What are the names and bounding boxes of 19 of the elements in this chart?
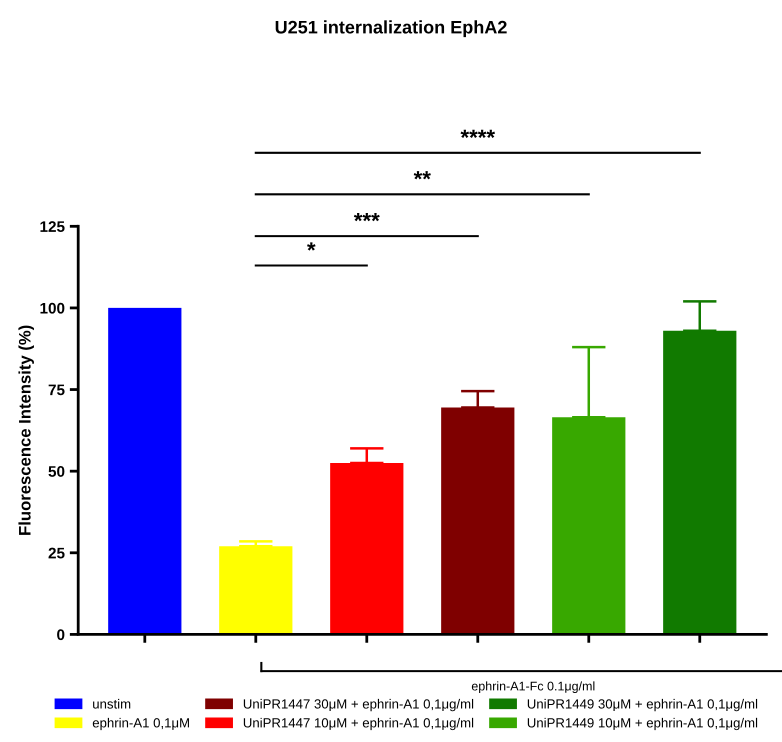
annotation: *: [307, 242, 316, 251]
legend-label: UniPR1447 10μM + ephrin-A1 0,1μg/ml: [244, 718, 474, 730]
text: ****: [460, 130, 496, 138]
legend-label: UniPR1449 10μM + ephrin-A1 0,1μg/ml: [528, 718, 758, 730]
y-tick-label: 100: [40, 302, 64, 314]
y-axis-title: Fluorescence Intensity (%): [18, 326, 34, 535]
y-tick-label: 0: [57, 629, 64, 640]
text: ephrin-A1-Fc 0.1μg/ml: [472, 681, 594, 693]
y-tick-label: 125: [40, 221, 65, 232]
y-tick-label: 25: [48, 548, 65, 558]
y-tick-label: 75: [48, 384, 65, 396]
y-tick-label: 50: [48, 466, 64, 477]
text: **: [414, 171, 431, 180]
legend-label: UniPR1449 30μM + ephrin-A1 0,1μg/ml: [528, 698, 758, 712]
chart-title: U251 internalization EphA2: [276, 20, 507, 38]
legend-label: UniPR1447 30μM + ephrin-A1 0,1μg/ml: [244, 698, 474, 712]
legend-label: unstim: [93, 698, 130, 709]
legend-label: ephrin-A1 0,1μM: [92, 718, 189, 730]
text: ***: [354, 212, 380, 222]
